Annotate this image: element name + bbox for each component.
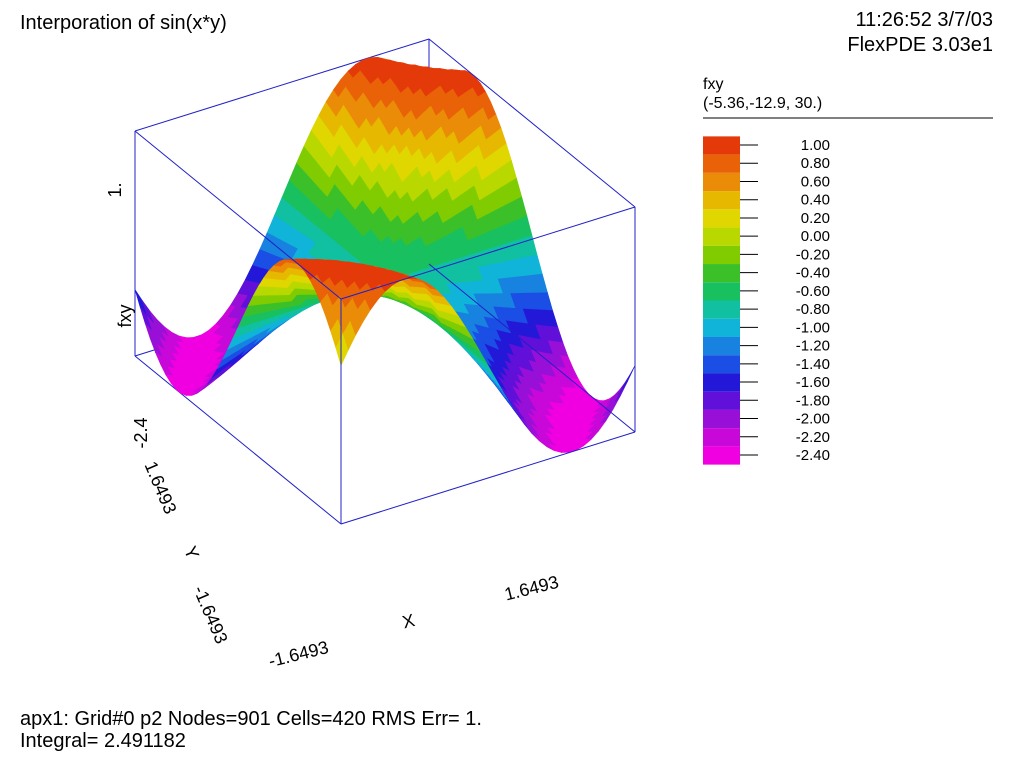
color-legend: 1.000.800.600.400.200.00-0.20-0.40-0.60-… [703, 117, 993, 465]
y-axis-title: Y [180, 543, 203, 562]
legend-view-point: (-5.36,-12.9, 30.) [703, 95, 823, 112]
legend-swatch [703, 191, 740, 210]
timestamp: 11:26:52 3/7/03 [855, 9, 993, 31]
footer-grid-info: apx1: Grid#0 p2 Nodes=901 Cells=420 RMS … [20, 708, 482, 730]
plot-title: Interporation of sin(x*y) [20, 12, 227, 34]
legend-level-label: -1.80 [796, 392, 830, 409]
box-edge [134, 38, 430, 132]
legend-swatch [703, 136, 740, 155]
legend-level-label: -0.40 [796, 265, 830, 282]
bounding-box-front [134, 38, 636, 525]
legend-swatch [703, 428, 740, 447]
legend-variable-name: fxy [703, 76, 724, 93]
legend-level-label: -0.80 [796, 301, 830, 318]
legend-swatch [703, 336, 740, 356]
legend-level-label: -2.20 [796, 429, 830, 446]
box-edge [428, 263, 636, 433]
footer-integral: Integral= 2.491182 [20, 730, 186, 752]
x-axis-max-label: 1.6493 [502, 572, 560, 605]
legend-level-label: 0.40 [801, 192, 830, 209]
legend-level-label: 0.00 [801, 228, 830, 245]
legend-swatch [703, 446, 740, 465]
legend-swatch [703, 391, 740, 410]
x-axis-min-label: -1.6493 [267, 637, 331, 671]
y-axis-min-label: -1.6493 [189, 583, 231, 647]
box-edge [134, 355, 342, 525]
legend-swatch [703, 264, 740, 283]
legend-swatch [703, 172, 740, 192]
legend-level-label: -2.00 [796, 411, 830, 428]
legend-level-label: -0.60 [796, 283, 830, 300]
surface-patch [134, 289, 148, 317]
legend-level-label: -2.40 [796, 447, 830, 464]
legend-swatch [703, 227, 740, 246]
legend-swatch [703, 154, 740, 173]
legend-level-label: -1.40 [796, 356, 830, 373]
legend-level-label: -1.60 [796, 374, 830, 391]
x-axis-title: X [400, 610, 416, 632]
legend-swatch [703, 245, 740, 265]
legend-swatch [703, 282, 740, 301]
legend-level-label: 0.20 [801, 210, 830, 227]
legend-level-label: -1.00 [796, 319, 830, 336]
box-edge [134, 130, 342, 300]
legend-level-label: 0.60 [801, 173, 830, 190]
z-axis-max-label: 1. [105, 182, 125, 197]
legend-level-label: 0.80 [801, 155, 830, 172]
box-edge [428, 38, 636, 208]
legend-swatch [703, 318, 740, 337]
surface-mesh [134, 56, 636, 454]
box-edge [340, 431, 636, 525]
legend-swatch [703, 300, 740, 319]
box-edge [340, 206, 636, 300]
legend-swatch [703, 209, 740, 228]
z-axis-min-label: -2.4 [131, 417, 151, 448]
legend-swatch [703, 373, 740, 392]
legend-swatch [703, 355, 740, 374]
legend-level-label: -1.20 [796, 338, 830, 355]
y-axis-max-label: 1.6493 [141, 458, 181, 516]
legend-level-label: -0.20 [796, 246, 830, 263]
z-axis-title: fxy [115, 304, 135, 327]
surface-patch [622, 365, 636, 390]
legend-level-label: 1.00 [801, 137, 830, 154]
legend-swatch [703, 409, 740, 429]
software-version: FlexPDE 3.03e1 [847, 34, 993, 56]
